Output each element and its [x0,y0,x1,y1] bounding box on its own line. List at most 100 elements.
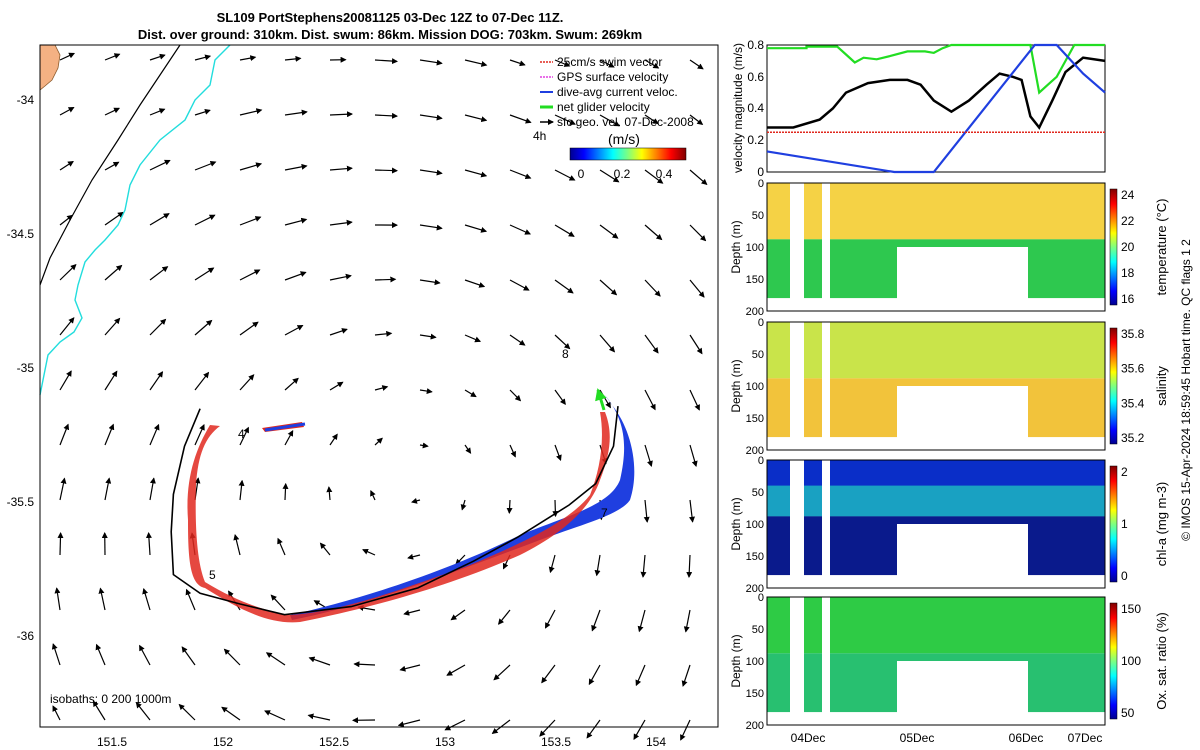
velocity-series-line [766,43,1106,174]
current-vector [539,719,556,737]
current-vector [681,664,691,687]
time-tick-06Dec: 06Dec [1009,731,1044,745]
current-vector [265,652,286,666]
lon-tick-153.5: 153.5 [541,735,571,749]
current-vector [104,317,121,336]
profile-panel: 0 50 100 150 200 Depth (m) 0 1 2 chl-a (mg m-3) [729,455,1169,595]
vel-ytick-0.2: 0.2 [747,133,764,147]
profile-colorbar [1109,327,1118,445]
current-vector [464,169,488,178]
depth-axis-label: Depth (m) [729,359,743,412]
current-vector [59,52,76,61]
current-vector [284,430,294,446]
current-vector [59,317,75,336]
current-vector [644,114,659,125]
current-vector [194,54,212,61]
current-vector [374,385,389,391]
depth-tick: 100 [746,519,764,531]
current-vector [104,107,121,116]
current-vector [554,334,571,350]
current-vector [644,279,661,297]
depth-tick: 100 [746,656,764,668]
current-vector [397,719,421,728]
current-vector [374,167,398,174]
current-vector [329,328,348,336]
depth-tick: 0 [758,317,764,329]
lon-tick-152: 152 [213,735,233,749]
current-vector [633,719,646,740]
current-vector [464,59,488,67]
lon-tick-152.5: 152.5 [319,735,349,749]
current-vector [284,55,302,62]
profile-shallow-dive-area [897,524,1028,588]
profile-frame [766,321,1106,451]
depth-tick: 0 [758,455,764,467]
map-legend: 25cm/s swim vector GPS surface velocity … [533,55,694,181]
current-vector [374,58,398,65]
glider-track-line [170,406,619,616]
current-vector [233,534,241,556]
map-panel: 4 5 7 8 25cm/s swim vector GPS surface v… [7,44,719,749]
current-vector [95,643,106,666]
legend-net: net glider velocity [557,100,650,114]
time-tick-05Dec: 05Dec [900,731,935,745]
lon-tick-153: 153 [435,735,455,749]
current-vector [57,532,64,556]
colorbar-tick: 35.8 [1121,327,1145,341]
current-vector [541,664,556,684]
colorbar-tick: 18 [1121,266,1135,280]
current-vector [689,114,704,126]
current-vector [419,333,437,340]
current-vector [493,664,511,681]
swim-vector-band [187,412,610,623]
colorbar-tick: 50 [1121,706,1135,720]
current-vector [239,216,262,226]
profile-frame [766,459,1106,589]
current-vector [194,319,213,336]
current-vector [239,162,263,171]
depth-tick: 100 [746,242,764,254]
time-tick-07Dec: 07Dec [1068,731,1103,745]
current-vector [450,609,466,621]
colorbar-tick: 24 [1121,188,1135,202]
current-vector [239,426,249,446]
current-vector [509,59,526,67]
profile-data-gap [822,597,830,725]
velocity-series-line [767,43,1105,95]
map-frame [39,44,719,728]
current-vector [185,588,196,611]
current-vector [403,609,421,616]
depth-tick: 200 [746,306,764,318]
current-vector [326,486,333,501]
current-vector [284,271,307,281]
current-vector [419,279,441,286]
current-vector [374,437,383,446]
current-vector [329,165,353,172]
day-marker-8: 8 [562,347,569,361]
legend-swim: 25cm/s swim vector [557,55,662,69]
current-vector [399,664,421,672]
current-vector [149,53,166,61]
current-vector [149,213,170,226]
current-vector [98,587,106,611]
current-vector [464,114,488,123]
lon-tick-151.5: 151.5 [97,735,127,749]
current-vector [104,264,123,281]
current-vector [554,59,571,67]
current-vector [239,374,255,391]
current-vector [644,224,663,241]
current-vector [419,388,433,395]
current-vector [59,370,72,391]
current-vector [588,664,601,686]
colorbar-tick: 0 [1121,569,1128,583]
profile-shallow-dive-area [897,386,1028,450]
current-vector [419,59,443,66]
current-vector [689,499,695,523]
current-vector [282,482,289,501]
depth-tick: 50 [752,487,764,499]
current-vector [509,224,532,235]
current-vector [599,169,620,183]
current-vector [59,214,74,226]
time-step-label: 4h [533,129,546,143]
